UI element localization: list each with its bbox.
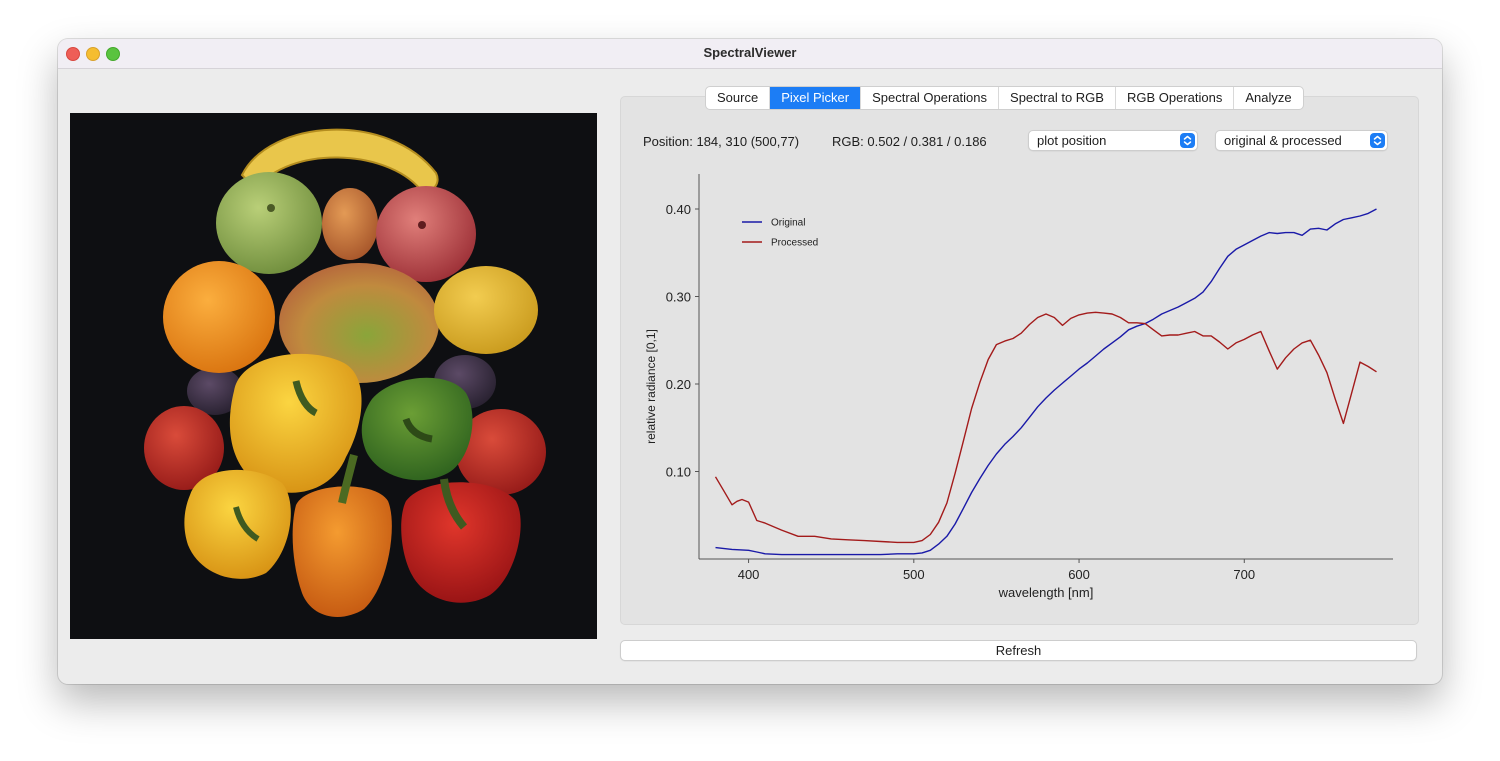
x-tick-label: 500 bbox=[903, 567, 925, 582]
tab-source[interactable]: Source bbox=[706, 87, 771, 109]
position-readout: Position: 184, 310 (500,77) bbox=[643, 134, 800, 149]
rgb-readout: RGB: 0.502 / 0.381 / 0.186 bbox=[832, 134, 987, 149]
curve-select[interactable]: original & processed bbox=[1215, 130, 1388, 151]
tab-rgb-operations[interactable]: RGB Operations bbox=[1116, 87, 1235, 109]
app-window: SpectralViewer bbox=[58, 39, 1442, 684]
tab-content-panel bbox=[620, 96, 1419, 625]
close-window-button[interactable] bbox=[66, 47, 80, 61]
minimize-window-button[interactable] bbox=[86, 47, 100, 61]
curve-select-value: original & processed bbox=[1224, 133, 1342, 148]
tab-pixel-picker[interactable]: Pixel Picker bbox=[770, 87, 862, 109]
y-tick-label: 0.30 bbox=[666, 290, 691, 305]
tab-bar: Source Pixel Picker Spectral Operations … bbox=[705, 86, 1304, 110]
x-tick-label: 700 bbox=[1233, 567, 1255, 582]
x-axis-label: wavelength [nm] bbox=[998, 585, 1094, 600]
fruit-image bbox=[70, 113, 597, 639]
series-line-processed bbox=[714, 311, 1377, 544]
chevron-updown-icon bbox=[1180, 133, 1195, 148]
y-tick-label: 0.10 bbox=[666, 465, 691, 480]
title-bar: SpectralViewer bbox=[58, 39, 1442, 69]
legend-label-original: Original bbox=[771, 218, 805, 229]
spectrum-plot[interactable]: 400 500 600 700 0.10 0.20 0.30 0.40 wavelength [… bbox=[638, 164, 1398, 604]
refresh-button[interactable]: Refresh bbox=[620, 640, 1417, 661]
plot-mode-select[interactable]: plot position bbox=[1028, 130, 1198, 151]
x-tick-label: 600 bbox=[1068, 567, 1090, 582]
window-title: SpectralViewer bbox=[703, 45, 797, 60]
tab-spectral-operations[interactable]: Spectral Operations bbox=[861, 87, 1000, 109]
spectral-image-view[interactable] bbox=[70, 113, 597, 639]
tab-spectral-to-rgb[interactable]: Spectral to RGB bbox=[999, 87, 1116, 109]
y-tick-label: 0.40 bbox=[666, 202, 691, 217]
tab-analyze[interactable]: Analyze bbox=[1245, 90, 1292, 105]
x-tick-label: 400 bbox=[738, 567, 760, 582]
legend-label-processed: Processed bbox=[771, 238, 818, 249]
series-line-original bbox=[715, 208, 1377, 556]
zoom-window-button[interactable] bbox=[106, 47, 120, 61]
y-axis-label: relative radiance [0,1] bbox=[644, 329, 658, 444]
y-tick-label: 0.20 bbox=[666, 377, 691, 392]
plot-mode-value: plot position bbox=[1037, 133, 1107, 148]
chevron-updown-icon bbox=[1370, 133, 1385, 148]
